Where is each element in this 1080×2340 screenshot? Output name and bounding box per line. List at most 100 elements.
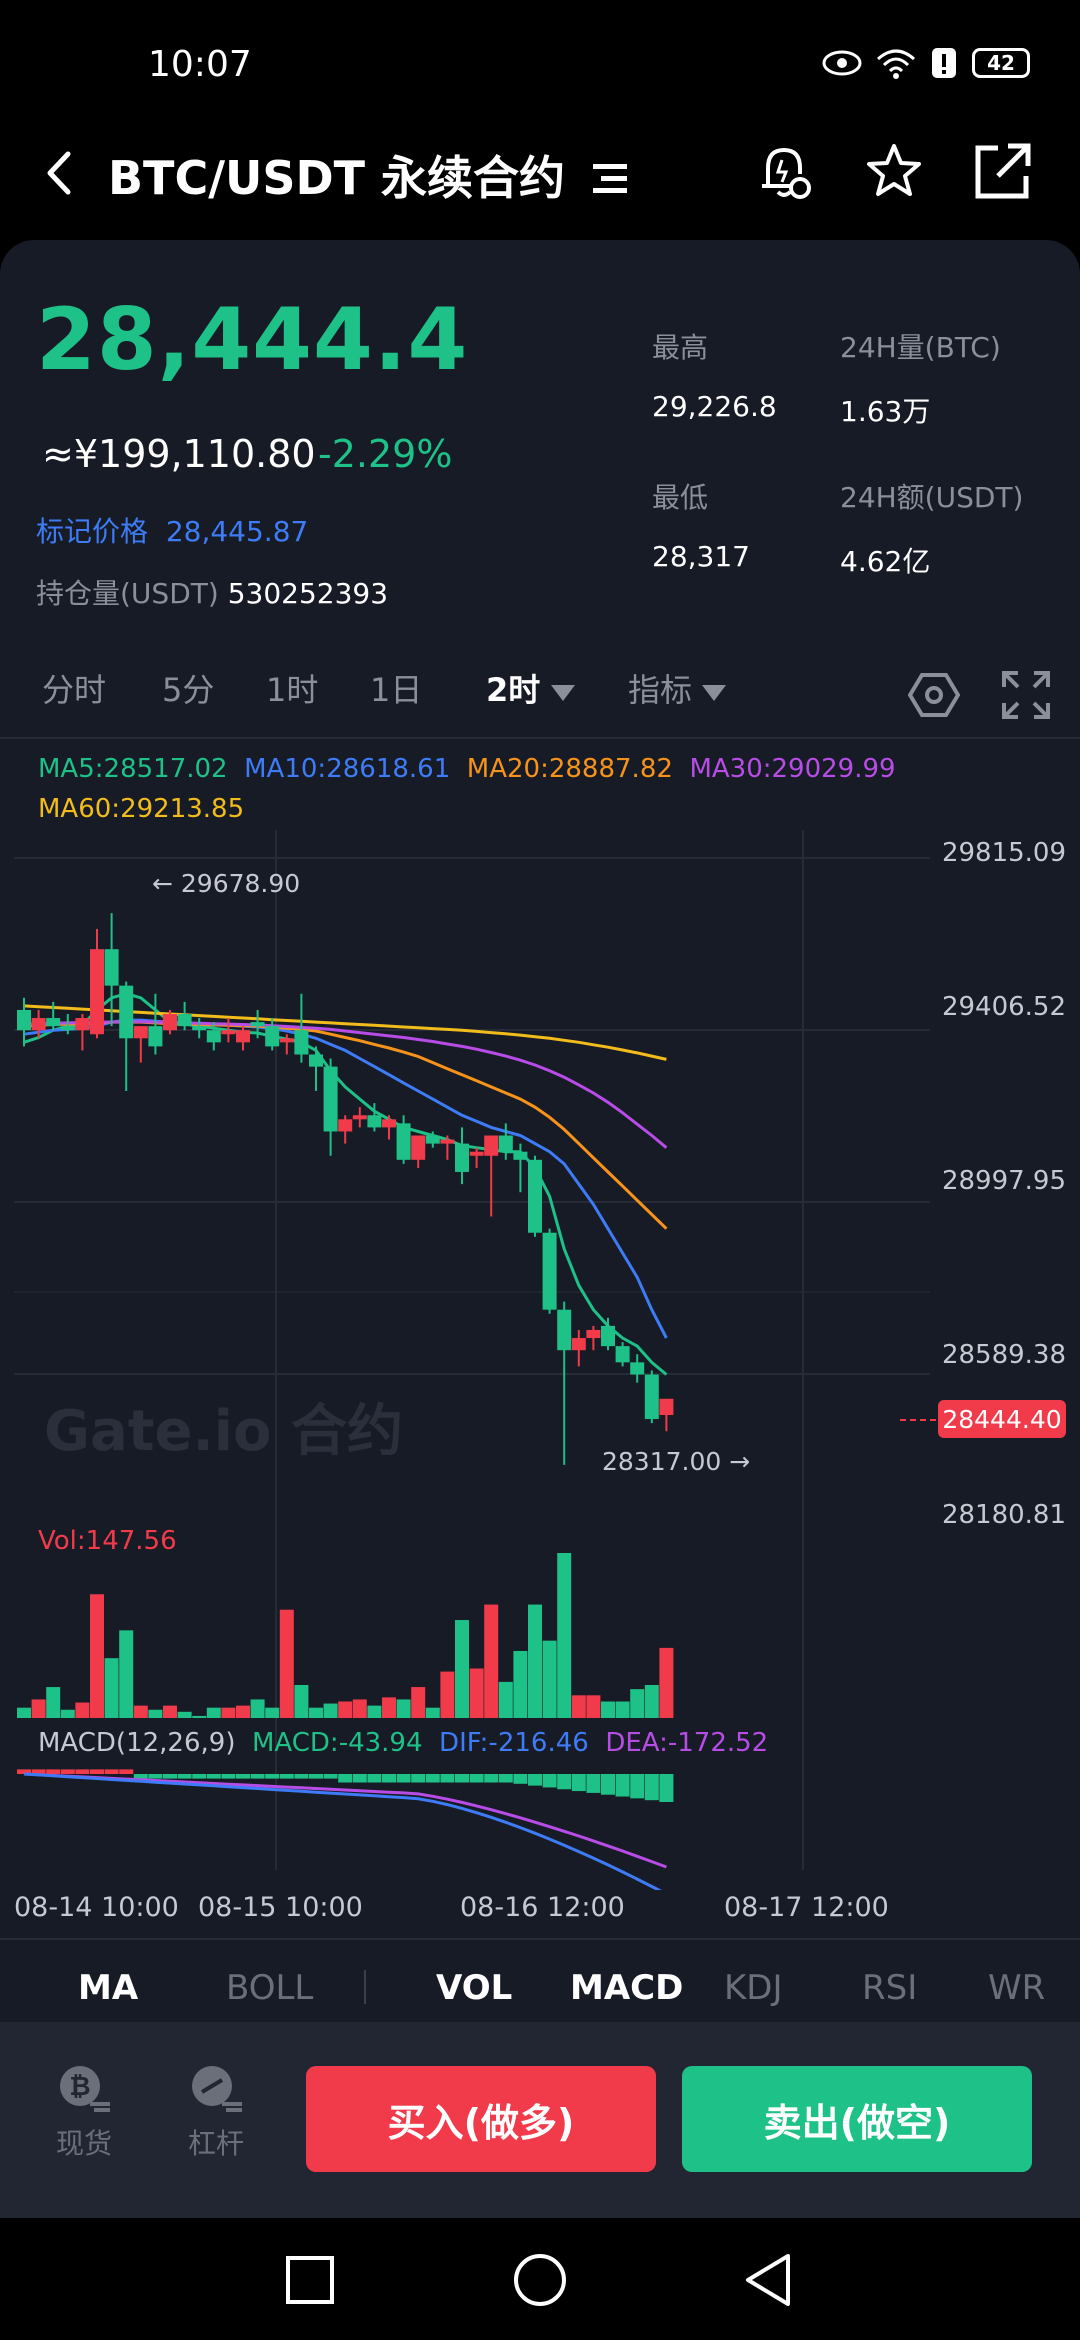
- volume-bar: [46, 1687, 61, 1718]
- macd-bar: [31, 1769, 46, 1774]
- candle-body: [411, 1135, 426, 1160]
- volume-bar: [206, 1707, 221, 1718]
- macd-bar: [279, 1774, 294, 1779]
- candle-body: [236, 1030, 250, 1043]
- tab-5min[interactable]: 5分: [162, 671, 215, 709]
- candle-body: [484, 1135, 499, 1156]
- volume-bar: [192, 1715, 207, 1718]
- macd-bar: [586, 1774, 601, 1793]
- macd-bar: [265, 1774, 280, 1779]
- volume-bar: [586, 1695, 601, 1718]
- indicator-macd[interactable]: MACD: [570, 1968, 684, 2008]
- volume-bar: [455, 1620, 469, 1718]
- home-icon[interactable]: [512, 2252, 568, 2308]
- volume-bar: [557, 1553, 572, 1718]
- change-percent: -2.29%: [318, 432, 453, 476]
- fullscreen-icon[interactable]: [1002, 671, 1050, 719]
- tab-2hour[interactable]: 2时: [486, 665, 576, 711]
- macd-bar: [119, 1769, 134, 1774]
- candle-body: [338, 1119, 353, 1132]
- volume-bar: [615, 1701, 630, 1718]
- tab-1day[interactable]: 1日: [370, 671, 423, 709]
- tab-timeshare[interactable]: 分时: [42, 671, 107, 709]
- volume-value: 1.63万: [840, 395, 931, 428]
- volume-bar: [659, 1647, 674, 1718]
- share-icon[interactable]: [970, 140, 1034, 204]
- spot-button[interactable]: ₿ 现货: [48, 2062, 120, 2162]
- volume-bar: [513, 1650, 528, 1718]
- candle-body: [425, 1135, 440, 1144]
- volume-bar: [601, 1701, 615, 1718]
- low-label: 最低: [652, 481, 709, 514]
- volume-bar: [221, 1707, 236, 1718]
- macd-bar: [498, 1774, 513, 1783]
- volume-bar: [396, 1699, 411, 1718]
- tab-indicator[interactable]: 指标: [628, 665, 727, 711]
- candle-body: [542, 1232, 557, 1310]
- price-alert-icon[interactable]: [752, 140, 816, 204]
- star-icon[interactable]: [862, 140, 926, 204]
- volume-bar: [352, 1699, 367, 1718]
- volume-bar: [528, 1604, 542, 1718]
- indicator-boll[interactable]: BOLL: [226, 1968, 314, 2008]
- indicator-ma[interactable]: MA: [78, 1968, 139, 2008]
- macd-bar: [90, 1769, 104, 1774]
- macd-bar: [440, 1774, 455, 1783]
- back-nav-icon[interactable]: [742, 2252, 794, 2308]
- candle-body: [557, 1309, 572, 1351]
- high-value: 29,226.8: [652, 390, 777, 423]
- candle-body: [571, 1338, 586, 1351]
- candle-body: [615, 1346, 630, 1363]
- macd-bar: [630, 1774, 645, 1799]
- indicator-rsi[interactable]: RSI: [862, 1968, 918, 2008]
- ma-legend: MA5:28517.02 MA10:28618.61 MA20:28887.82…: [38, 754, 896, 784]
- low-annotation: 28317.00 →: [602, 1447, 750, 1476]
- candle-body: [46, 1018, 61, 1027]
- status-icons: 42: [822, 46, 1030, 80]
- volume-bar: [425, 1707, 440, 1718]
- macd-bar: [338, 1774, 353, 1783]
- candle-body: [498, 1135, 513, 1152]
- y-axis-label: 28997.95: [941, 1166, 1066, 1196]
- tab-1hour[interactable]: 1时: [266, 671, 319, 709]
- recent-apps-icon[interactable]: [284, 2254, 336, 2306]
- volume-bar: [411, 1687, 426, 1718]
- indicator-vol[interactable]: VOL: [436, 1968, 513, 2008]
- candle-body: [309, 1054, 323, 1067]
- divider: [0, 737, 1080, 739]
- eye-icon: [822, 50, 862, 76]
- volume-bar: [250, 1699, 265, 1718]
- macd-bar: [644, 1774, 659, 1801]
- sell-short-button[interactable]: 卖出(做空): [682, 2066, 1032, 2172]
- margin-button[interactable]: 杠杆: [180, 2062, 252, 2162]
- page-title[interactable]: BTC/USDT 永续合约: [108, 142, 631, 208]
- macd-bar: [513, 1774, 528, 1784]
- candle-body: [323, 1066, 338, 1132]
- macd-bar: [75, 1769, 90, 1774]
- system-navbar: [0, 2218, 1080, 2340]
- candle-body: [528, 1159, 542, 1233]
- macd-bars: [17, 1769, 674, 1802]
- volume-bar: [133, 1705, 148, 1718]
- buy-long-button[interactable]: 买入(做多): [306, 2066, 656, 2172]
- macd-bar: [323, 1774, 338, 1779]
- market-card: [0, 240, 1080, 2020]
- indicator-divider: [364, 1970, 366, 2004]
- volume-bar: [469, 1668, 484, 1718]
- volume-bar: [119, 1630, 134, 1718]
- candle-body: [250, 1022, 265, 1027]
- volume-bar: [644, 1685, 659, 1718]
- macd-bar: [294, 1774, 309, 1779]
- settings-hex-icon[interactable]: [908, 669, 960, 721]
- indicator-wr[interactable]: WR: [988, 1968, 1046, 2008]
- macd-bar: [133, 1774, 148, 1779]
- back-arrow-icon[interactable]: [36, 148, 86, 198]
- macd-bar: [382, 1774, 396, 1783]
- macd-bar: [469, 1774, 484, 1783]
- indicator-kdj[interactable]: KDJ: [724, 1968, 783, 2008]
- macd-bar: [104, 1769, 119, 1774]
- candle-body: [440, 1139, 455, 1144]
- kline-chart[interactable]: Gate.io 合约 ← 29678.90 28317.00 →: [0, 830, 1080, 1890]
- volume-bar: [542, 1640, 557, 1718]
- volume-bar: [265, 1707, 280, 1718]
